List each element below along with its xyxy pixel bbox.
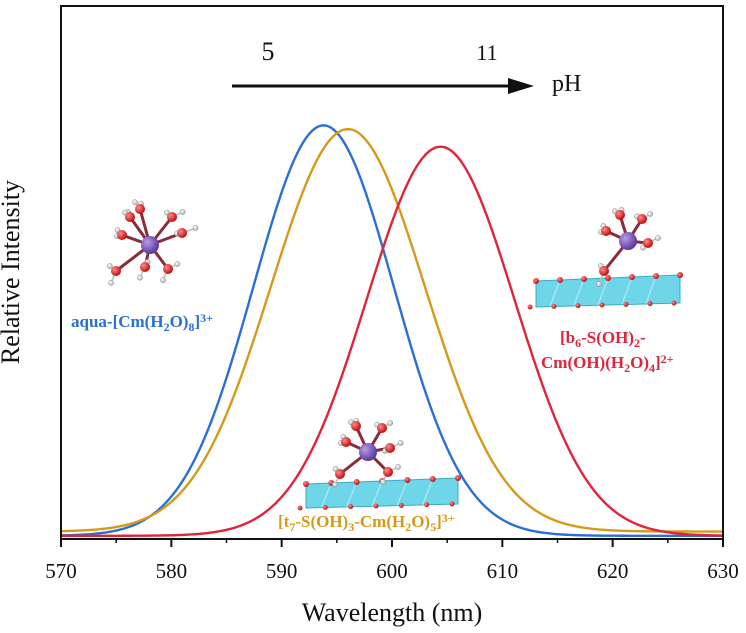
species-label-2: [t7-S(OH)3-Cm(H2O)5]3+	[278, 511, 455, 534]
ph-unit-label: pH	[552, 71, 581, 97]
x-tick-label-1: 580	[156, 559, 188, 583]
x-tick-label-0: 570	[45, 559, 77, 583]
spectrum-curves	[60, 124, 724, 537]
species-label-3: [b6-S(OH)2-	[560, 328, 646, 350]
aqua-complex-illustration	[106, 199, 199, 286]
molecule-illustrations	[106, 199, 683, 511]
mineral-slab	[297, 475, 461, 511]
ph-arrow-head	[508, 78, 534, 94]
ph-start-label: 5	[262, 37, 275, 66]
y-axis-title: Relative Intensity	[0, 180, 25, 364]
x-axis-title: Wavelength (nm)	[302, 598, 483, 627]
right-surface-complex-illustration	[596, 207, 661, 287]
x-tick-label-4: 610	[487, 559, 519, 583]
x-tick-label-6: 630	[707, 559, 739, 583]
species-label-1: aqua-[Cm(H2O)8]3+	[71, 311, 213, 334]
series-line-2	[60, 127, 723, 533]
species-annotations: aqua-[Cm(H2O)8]3+ [t7-S(OH)3-Cm(H2O)5]3+ […	[71, 311, 674, 534]
x-tick-label-3: 600	[376, 559, 408, 583]
x-axis-tick-labels: 570 580 590 600 610 620 630	[45, 559, 739, 583]
ph-arrow-group: 5 11 pH	[232, 37, 581, 97]
middle-surface-complex-illustration	[332, 418, 404, 488]
series-line-3	[61, 145, 724, 537]
x-tick-label-5: 620	[597, 559, 629, 583]
x-axis-ticks	[60, 539, 724, 547]
series-line-1	[60, 124, 723, 537]
ph-end-label: 11	[476, 40, 497, 65]
mineral-slab	[527, 272, 683, 310]
x-tick-label-2: 590	[266, 559, 298, 583]
species-label-4: Cm(OH)(H2O)4]2+	[541, 352, 674, 375]
